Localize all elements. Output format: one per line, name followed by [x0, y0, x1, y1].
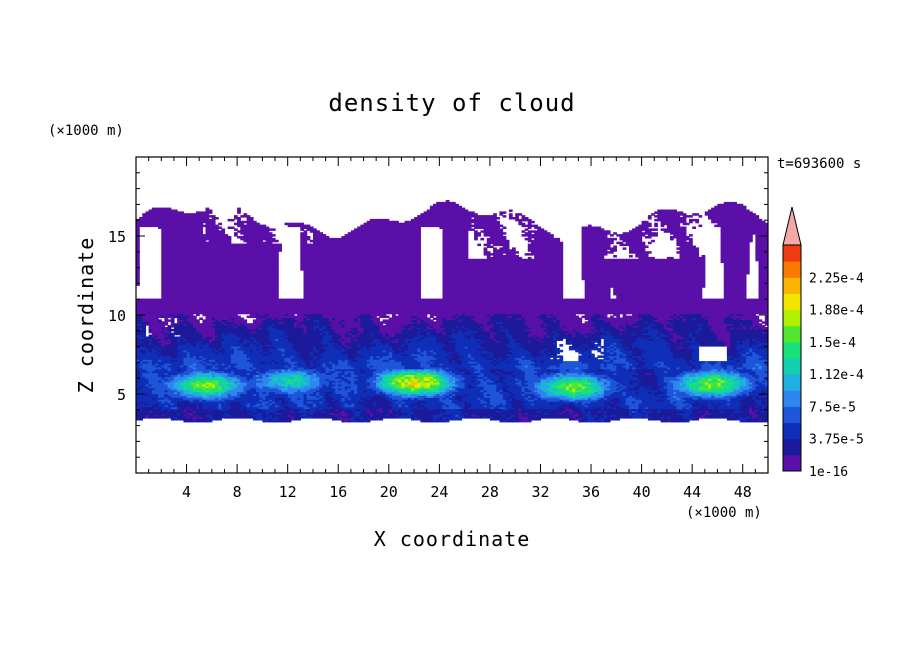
- colorbar-swatch: [783, 358, 801, 375]
- colorbar-swatch: [783, 406, 801, 424]
- x-tick-label: 8: [233, 483, 242, 501]
- colorbar-swatch: [783, 390, 801, 407]
- colorbar-label: 1e-16: [809, 465, 848, 480]
- y-unit-label: (×1000 m): [48, 123, 124, 139]
- colorbar-swatch: [783, 245, 801, 262]
- colorbar-swatch: [783, 374, 801, 391]
- colorbar-swatch: [783, 341, 801, 359]
- colorbar-swatch: [783, 277, 801, 294]
- colorbar-frame: [782, 244, 802, 472]
- colorbar: 1e-16 3.75e-5 7.5e-5 1.12e-4 1.5e-4 1.88e-4 2.…: [782, 206, 864, 480]
- colorbar-label: 1.12e-4: [809, 368, 864, 383]
- x-tick-label: 24: [430, 483, 448, 501]
- x-axis-label: X coordinate: [374, 527, 531, 551]
- time-label: t=693600 s: [777, 156, 861, 172]
- y-tick-label: 10: [108, 307, 126, 325]
- colorbar-swatch: [783, 454, 801, 472]
- x-unit-label: (×1000 m): [686, 505, 762, 521]
- x-tick-label: 48: [734, 483, 752, 501]
- x-tick-label: 44: [683, 483, 701, 501]
- density-field: [136, 200, 768, 423]
- colorbar-swatch: [783, 261, 801, 278]
- colorbar-extend-arrow: [782, 206, 802, 246]
- x-tick-label: 16: [329, 483, 347, 501]
- x-tick-label: 40: [633, 483, 651, 501]
- colorbar-label: 3.75e-5: [809, 433, 864, 448]
- colorbar-swatch: [783, 422, 801, 440]
- x-tick-label: 32: [531, 483, 549, 501]
- chart-title: density of cloud: [328, 89, 575, 117]
- colorbar-swatch: [783, 325, 801, 343]
- colorbar-label: 1.88e-4: [809, 304, 864, 319]
- colorbar-swatch: [783, 293, 801, 311]
- y-tick-label: 15: [108, 228, 126, 246]
- colorbar-label: 2.25e-4: [809, 271, 864, 286]
- colorbar-swatch: [783, 309, 801, 327]
- y-tick-label: 5: [117, 386, 126, 404]
- colorbar-swatch: [783, 438, 801, 456]
- x-tick-label: 12: [279, 483, 297, 501]
- colorbar-label: 1.5e-4: [809, 336, 856, 351]
- y-axis-label: Z coordinate: [74, 237, 98, 394]
- x-tick-label: 4: [182, 483, 191, 501]
- colorbar-label: 7.5e-5: [809, 400, 856, 415]
- x-tick-label: 20: [380, 483, 398, 501]
- x-tick-label: 36: [582, 483, 600, 501]
- x-tick-label: 28: [481, 483, 499, 501]
